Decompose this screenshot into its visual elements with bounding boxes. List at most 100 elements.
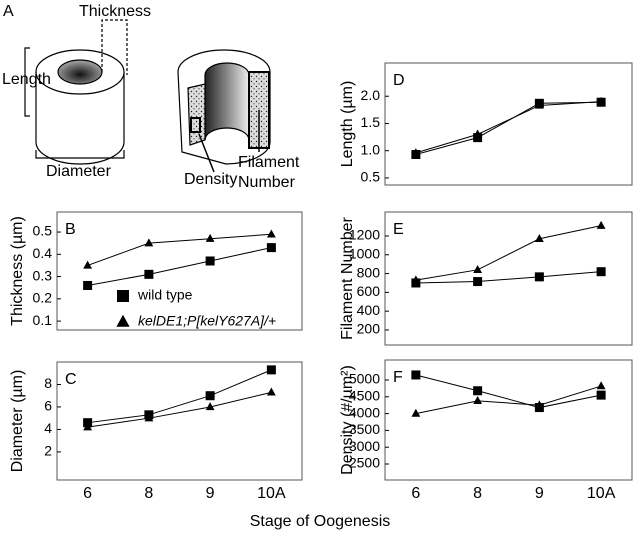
marker-triangle (596, 220, 606, 229)
y-tick-label: 400 (357, 302, 381, 318)
marker-square (596, 267, 606, 277)
diagram-label: Filament (238, 154, 300, 171)
y-tick-label: 0.1 (33, 312, 53, 328)
panel-label: F (393, 369, 403, 386)
y-axis-label: Length (µm) (339, 81, 356, 168)
marker-triangle (83, 260, 93, 269)
y-tick-label: 2.0 (361, 87, 381, 103)
marker-triangle (596, 381, 606, 390)
panel-label: E (393, 221, 404, 238)
marker-triangle (473, 265, 483, 274)
y-tick-label: 2500 (349, 455, 380, 471)
plot-frame (384, 359, 633, 481)
x-tick-label: 8 (473, 485, 482, 502)
marker-square (205, 391, 215, 401)
marker-triangle (266, 229, 276, 238)
marker-triangle (205, 233, 215, 242)
y-tick-label: 2 (44, 443, 52, 459)
series-line (415, 271, 602, 284)
plot-frame (56, 211, 303, 331)
marker-triangle (266, 387, 276, 396)
y-tick-label: 8 (44, 375, 52, 391)
marker-triangle (596, 96, 606, 105)
marker-square (596, 390, 606, 400)
y-tick-label: 1.5 (361, 114, 381, 130)
marker-square (473, 386, 483, 396)
marker-square (473, 133, 483, 143)
marker-triangle (534, 100, 544, 109)
x-tick-label: 6 (83, 485, 92, 502)
series-line (415, 374, 602, 409)
plot-frame (384, 211, 633, 346)
y-tick-label: 4 (44, 420, 52, 436)
series-line (87, 369, 272, 424)
y-tick-label: 5000 (349, 371, 380, 387)
y-tick-label: 600 (357, 283, 381, 299)
x-tick-label: 9 (206, 485, 215, 502)
marker-square (266, 243, 276, 253)
marker-triangle (411, 408, 421, 417)
marker-triangle (144, 413, 154, 422)
x-tick-label: 8 (144, 485, 153, 502)
x-tick-label: 10A (587, 485, 616, 502)
series-line (415, 101, 602, 154)
marker-square (144, 269, 154, 279)
series-line (87, 391, 272, 428)
y-tick-label: 0.4 (33, 245, 53, 261)
legend-label: kelDE1;P[kelY627A]/+ (138, 313, 276, 329)
x-tick-label: 9 (535, 485, 544, 502)
y-tick-label: 0.5 (361, 169, 381, 185)
y-tick-label: 1000 (349, 245, 380, 261)
marker-triangle (83, 422, 93, 431)
x-tick-label: 10A (257, 485, 286, 502)
diagram-label: Length (2, 71, 51, 88)
marker-square (117, 290, 129, 302)
marker-triangle (534, 233, 544, 242)
marker-triangle (473, 396, 483, 405)
marker-triangle (411, 275, 421, 284)
series-line (87, 233, 272, 266)
marker-square (266, 365, 276, 375)
marker-triangle (144, 238, 154, 247)
y-axis-label: Filament Number (339, 216, 356, 339)
y-axis-label: Thickness (µm) (9, 216, 26, 326)
marker-square (411, 370, 421, 380)
series-line (415, 101, 602, 155)
diagram-label: Number (238, 174, 296, 191)
panel-label: C (65, 371, 77, 388)
series-line (415, 385, 602, 415)
y-tick-label: 200 (357, 321, 381, 337)
y-axis-label: Density (#/µm²) (339, 365, 356, 475)
y-axis-label: Diameter (µm) (9, 370, 26, 473)
x-axis-label: Stage of Oogenesis (250, 513, 391, 530)
plot-frame (384, 62, 633, 186)
diagram-label: Density (184, 171, 237, 188)
y-tick-label: 0.2 (33, 290, 53, 306)
y-tick-label: 0.3 (33, 267, 53, 283)
y-tick-label: 4500 (349, 387, 380, 403)
marker-square (205, 256, 215, 266)
marker-triangle (116, 314, 130, 327)
legend-label: wild type (137, 287, 193, 303)
marker-triangle (473, 129, 483, 138)
y-tick-label: 800 (357, 264, 381, 280)
panel-label: D (393, 72, 405, 89)
marker-square (473, 277, 483, 287)
y-tick-label: 0.5 (33, 223, 53, 239)
y-tick-label: 6 (44, 398, 52, 414)
panel-label: A (3, 3, 14, 20)
y-tick-label: 3000 (349, 438, 380, 454)
marker-triangle (205, 402, 215, 411)
plot-frame (56, 361, 303, 481)
y-tick-label: 3500 (349, 421, 380, 437)
diagram-label: Diameter (46, 163, 112, 180)
series-line (415, 225, 602, 281)
y-tick-label: 1.0 (361, 141, 381, 157)
y-tick-label: 4000 (349, 404, 380, 420)
marker-square (83, 280, 93, 290)
marker-square (534, 272, 544, 282)
panel-a-diagram (24, 19, 271, 173)
panel-label: B (65, 221, 76, 238)
marker-triangle (411, 148, 421, 157)
